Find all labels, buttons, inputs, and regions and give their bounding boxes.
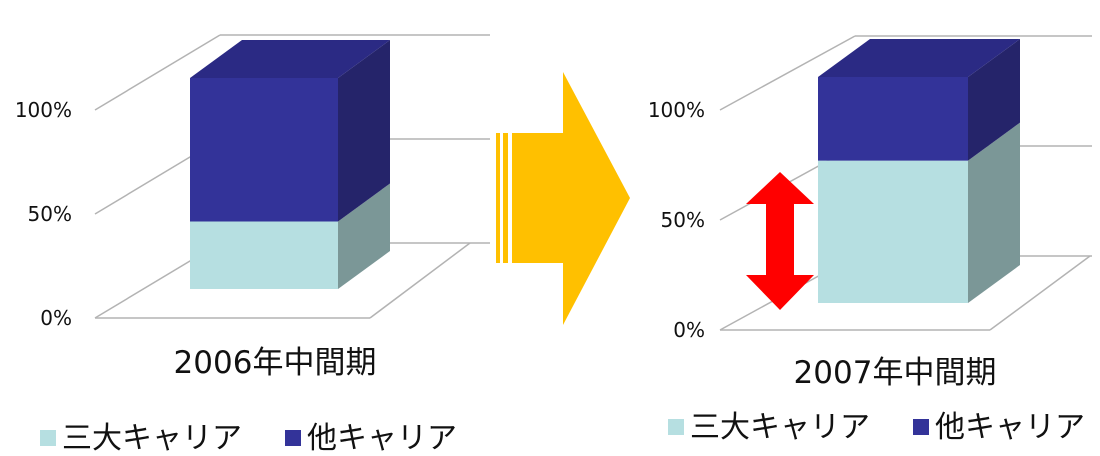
bar-segment-three-carriers-side (338, 183, 390, 289)
bar-segment-other-carriers (190, 40, 390, 222)
legend-label-other-carriers: 他キャリア (307, 421, 457, 456)
y-tick-label: 100% (648, 98, 705, 122)
bar-segment-three-carriers-front (818, 160, 968, 303)
bar-segment-other-carriers-side (338, 40, 390, 222)
legend-swatch-three-carriers (40, 430, 56, 446)
transition-arrow-icon (496, 72, 630, 325)
y-tick-label: 50% (661, 208, 705, 232)
y-tick-label: 0% (40, 306, 72, 330)
gridline-diagonal (94, 34, 221, 111)
bar-segment-three-carriers-front (190, 221, 338, 289)
gridline-diagonal (719, 35, 856, 111)
bar-segment-other-carriers-side (968, 39, 1020, 161)
legend-label-other-carriers: 他キャリア (935, 410, 1085, 445)
double-headed-arrow-icon (746, 172, 814, 310)
floor-side (989, 255, 1091, 331)
bar-segment-other-carriers-front (190, 78, 338, 222)
arrow-body (512, 72, 630, 325)
legend: 三大キャリア 他キャリア (668, 410, 1085, 445)
bar-segment-three-carriers (818, 122, 1020, 304)
legend-swatch-three-carriers (668, 419, 684, 435)
bar-segment-other-carriers (818, 39, 1020, 161)
arrow-stripe (503, 133, 508, 263)
bar-segment-other-carriers-top (818, 39, 1020, 77)
y-tick-label: 0% (673, 318, 705, 342)
category-label: 2007年中間期 (794, 355, 997, 391)
legend: 三大キャリア 他キャリア (40, 421, 457, 456)
bar-segment-other-carriers-front (818, 77, 968, 161)
bar-segment-three-carriers (190, 183, 390, 289)
legend-label-three-carriers: 三大キャリア (690, 410, 870, 445)
arrow-stripe (496, 133, 500, 263)
legend-swatch-other-carriers (285, 430, 301, 446)
red-arrow-shape (746, 172, 814, 310)
y-tick-label: 100% (15, 98, 72, 122)
legend-label-three-carriers: 三大キャリア (62, 421, 242, 456)
legend-swatch-other-carriers (913, 419, 929, 435)
bar-segment-three-carriers-side (968, 122, 1020, 304)
category-label: 2006年中間期 (174, 345, 377, 381)
floor-side (369, 242, 471, 319)
bar-segment-other-carriers-top (190, 40, 390, 78)
y-tick-label: 50% (28, 202, 72, 226)
